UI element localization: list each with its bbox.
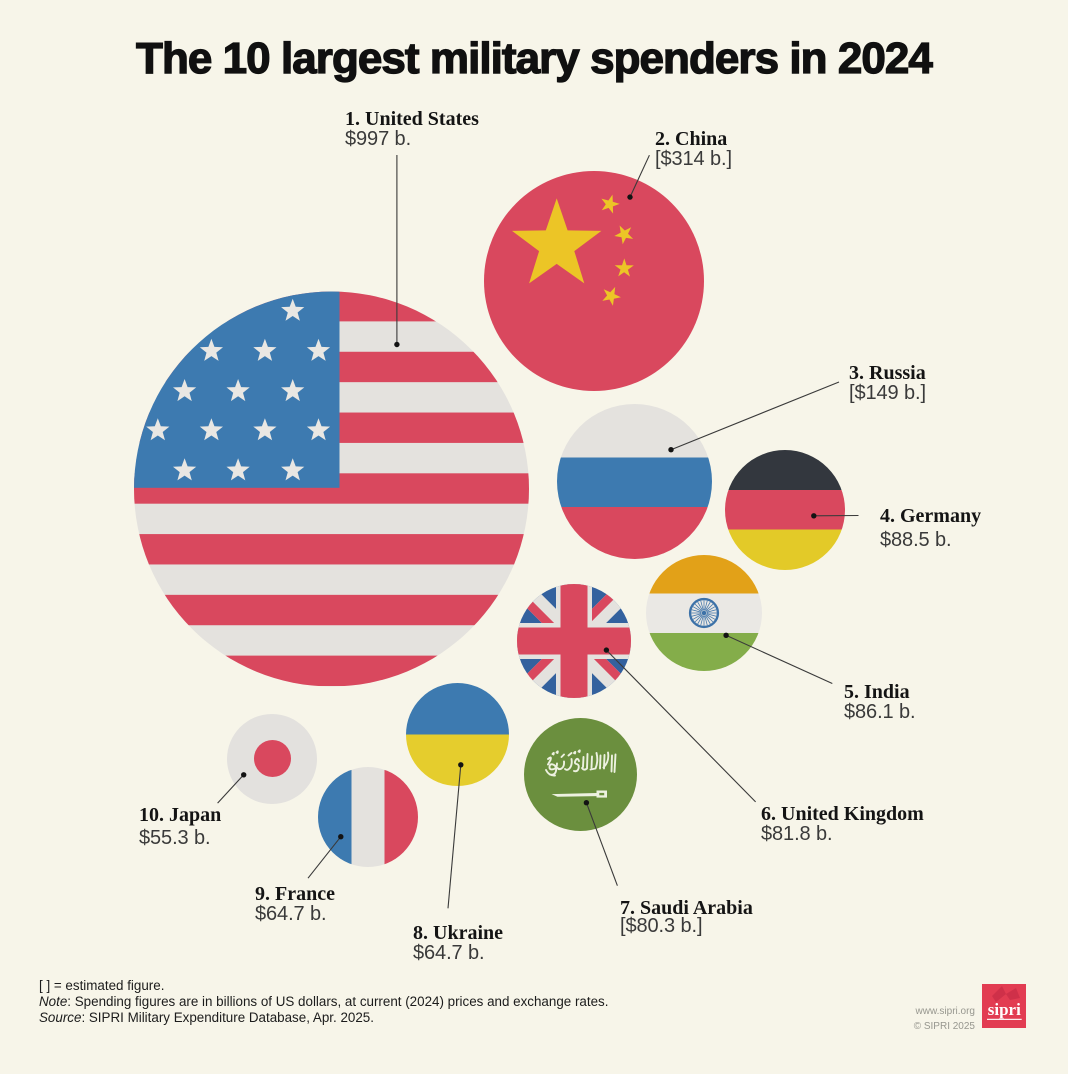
svg-text:sipri: sipri: [988, 1000, 1021, 1019]
